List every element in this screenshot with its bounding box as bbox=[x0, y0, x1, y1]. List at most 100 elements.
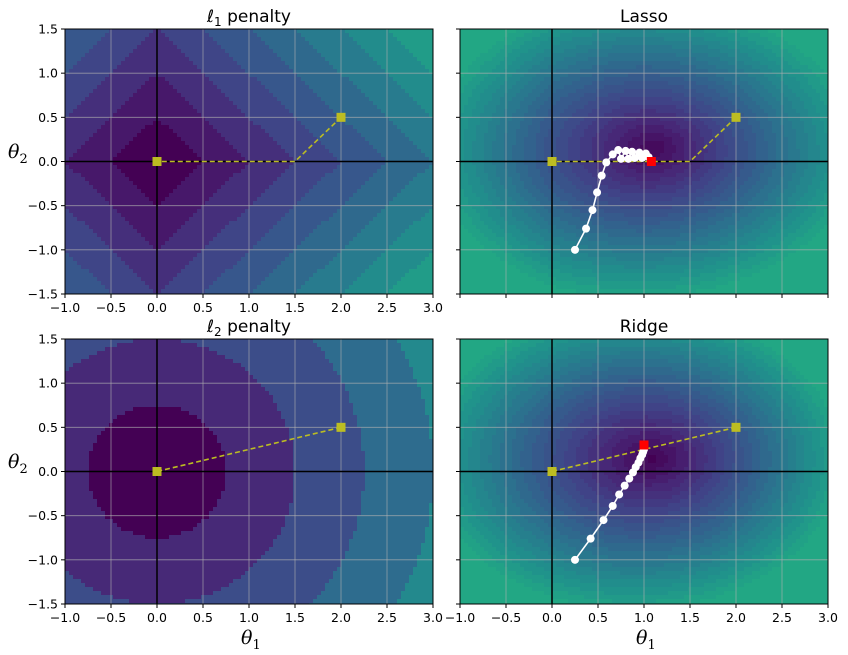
contour-cell bbox=[516, 169, 529, 174]
contour-cell bbox=[824, 467, 828, 472]
contour-cell bbox=[405, 583, 433, 588]
contour-cell bbox=[728, 45, 749, 50]
contour-cell bbox=[520, 391, 537, 396]
contour-cell bbox=[608, 185, 641, 190]
contour-cell bbox=[728, 249, 749, 254]
contour-cell bbox=[512, 253, 525, 258]
contour-cell bbox=[229, 53, 278, 58]
contour-cell bbox=[716, 141, 725, 146]
contour-cell bbox=[472, 205, 485, 210]
contour-cell bbox=[564, 85, 585, 90]
contour-cell bbox=[736, 153, 749, 158]
contour-cell bbox=[820, 161, 828, 166]
contour-cell bbox=[520, 229, 533, 234]
contour-cell bbox=[604, 523, 681, 528]
contour-cell bbox=[65, 415, 118, 420]
contour-cell bbox=[488, 225, 501, 230]
title-text: penalty bbox=[222, 7, 291, 27]
square-marker bbox=[547, 157, 557, 166]
contour-cell bbox=[756, 391, 769, 396]
contour-cell bbox=[341, 559, 418, 564]
contour-cell bbox=[293, 249, 342, 254]
contour-cell bbox=[560, 375, 581, 380]
contour-cell bbox=[808, 527, 817, 532]
contour-cell bbox=[580, 177, 597, 182]
contour-cell bbox=[81, 173, 126, 178]
contour-cell bbox=[660, 177, 685, 182]
contour-cell bbox=[540, 173, 553, 178]
contour-cell bbox=[512, 117, 525, 122]
contour-cell bbox=[756, 523, 769, 528]
contour-cell bbox=[756, 435, 769, 440]
contour-cell bbox=[401, 591, 433, 596]
contour-cell bbox=[712, 499, 725, 504]
contour-cell bbox=[708, 511, 725, 516]
contour-cell bbox=[764, 351, 777, 356]
contour-cell bbox=[185, 141, 230, 146]
contour-cell bbox=[468, 519, 481, 524]
contour-cell bbox=[189, 145, 234, 150]
contour-cell bbox=[604, 495, 625, 500]
contour-cell bbox=[476, 225, 489, 230]
contour-cell bbox=[460, 129, 465, 134]
contour-cell bbox=[612, 45, 673, 50]
contour-cell bbox=[512, 49, 529, 54]
contour-cell bbox=[361, 435, 430, 440]
contour-cell bbox=[736, 539, 749, 544]
contour-cell bbox=[460, 591, 545, 596]
contour-cell bbox=[580, 471, 593, 476]
contour-cell bbox=[632, 137, 673, 142]
contour-cell bbox=[293, 443, 362, 448]
contour-cell bbox=[800, 69, 813, 74]
contour-cell bbox=[812, 197, 825, 202]
contour-cell bbox=[464, 431, 473, 436]
contour-cell bbox=[277, 407, 354, 412]
contour-cell bbox=[716, 185, 729, 190]
contour-cell bbox=[704, 447, 717, 452]
contour-cell bbox=[496, 65, 509, 70]
contour-cell bbox=[464, 153, 473, 158]
contour-cell bbox=[764, 515, 777, 520]
contour-cell bbox=[484, 205, 497, 210]
contour-cell bbox=[788, 535, 801, 540]
contour-cell bbox=[648, 459, 657, 464]
contour-cell bbox=[520, 173, 529, 178]
contour-cell bbox=[612, 463, 625, 468]
contour-cell bbox=[752, 503, 765, 508]
contour-cell bbox=[516, 503, 529, 508]
contour-cell bbox=[768, 403, 777, 408]
contour-cell bbox=[528, 133, 537, 138]
contour-cell bbox=[297, 29, 346, 34]
contour-cell bbox=[788, 379, 801, 384]
contour-cell bbox=[788, 463, 797, 468]
contour-cell bbox=[604, 125, 617, 130]
contour-cell bbox=[712, 439, 721, 444]
contour-cell bbox=[592, 567, 685, 572]
contour-cell bbox=[744, 463, 753, 468]
contour-cell bbox=[389, 289, 433, 294]
contour-cell bbox=[504, 503, 517, 508]
contour-cell bbox=[764, 221, 777, 226]
contour-cell bbox=[472, 149, 485, 154]
contour-cell bbox=[564, 383, 581, 388]
contour-cell bbox=[293, 491, 362, 496]
contour-cell bbox=[492, 499, 501, 504]
contour-cell bbox=[520, 121, 533, 126]
contour-cell bbox=[429, 113, 433, 118]
contour-cell bbox=[664, 125, 681, 130]
contour-cell bbox=[760, 33, 777, 38]
contour-cell bbox=[261, 383, 346, 388]
contour-cell bbox=[560, 133, 573, 138]
contour-cell bbox=[341, 205, 386, 210]
contour-cell bbox=[460, 45, 493, 50]
contour-cell bbox=[724, 427, 737, 432]
contour-cell bbox=[568, 599, 613, 604]
contour-cell bbox=[724, 447, 733, 452]
contour-cell bbox=[229, 141, 278, 146]
contour-cell bbox=[77, 261, 126, 266]
contour-cell bbox=[460, 499, 469, 504]
chart-title: Ridge bbox=[620, 317, 669, 337]
contour-cell bbox=[784, 519, 793, 524]
contour-cell bbox=[680, 347, 709, 352]
contour-cell bbox=[540, 213, 553, 218]
